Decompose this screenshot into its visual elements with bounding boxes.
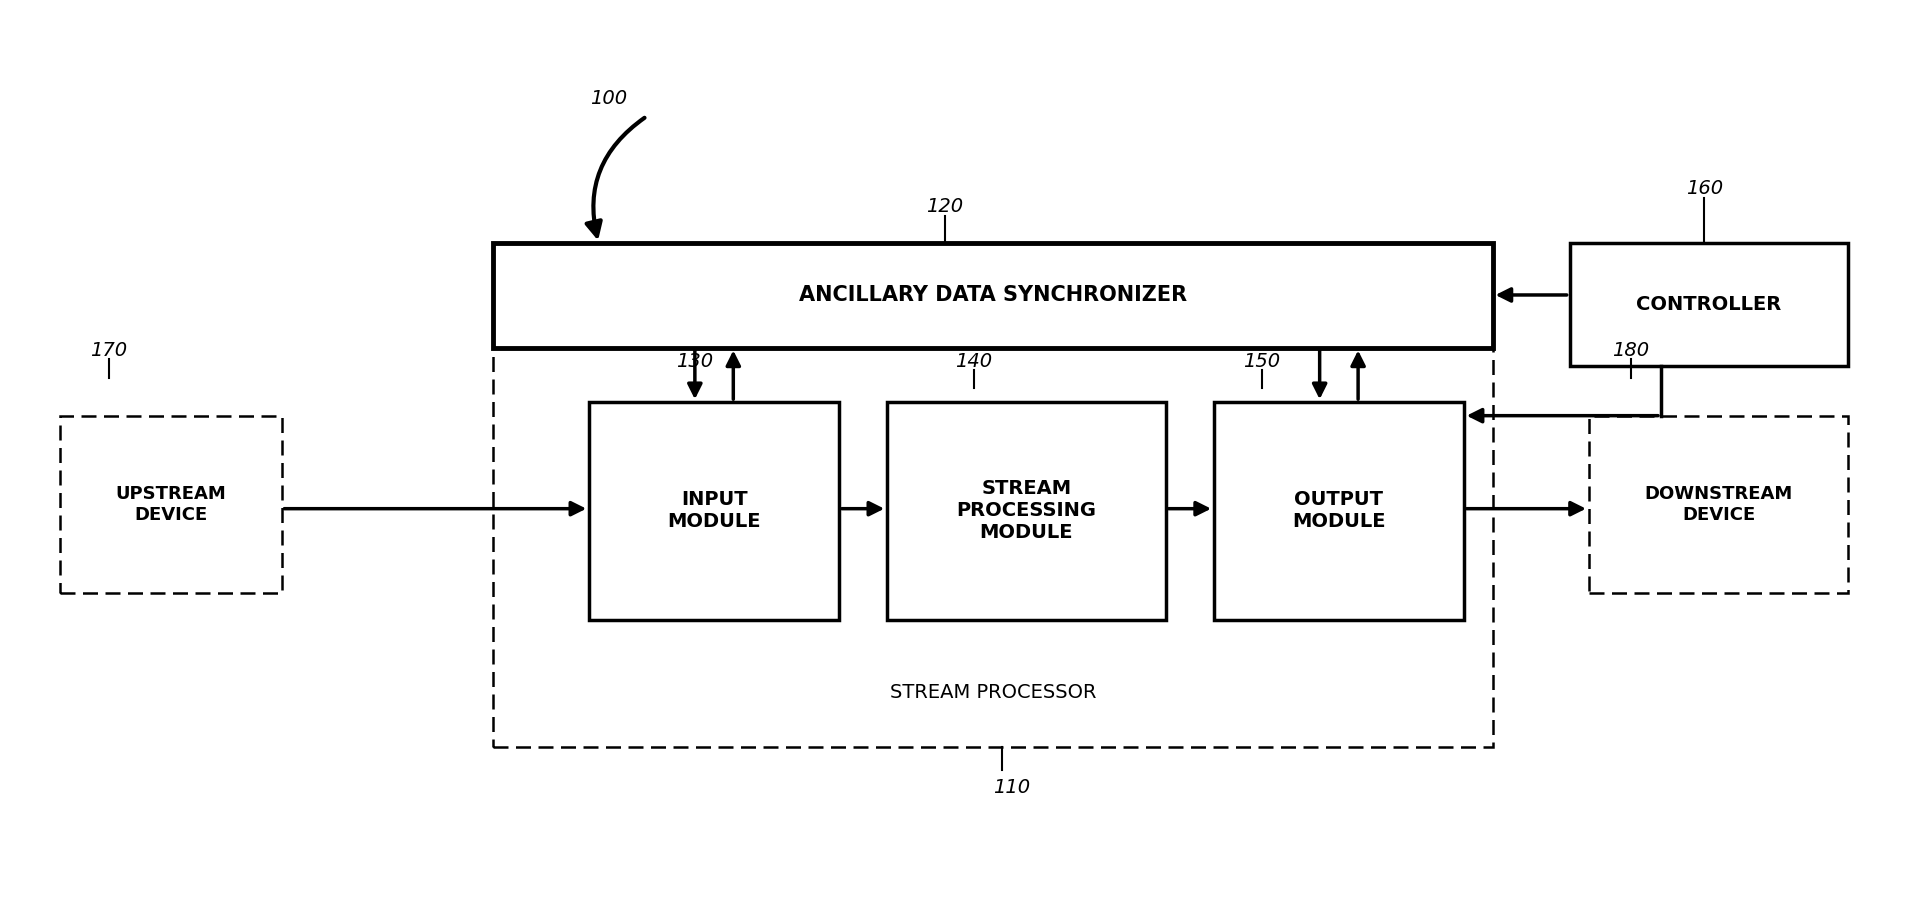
Bar <box>494 348 1492 747</box>
Bar <box>1215 402 1463 620</box>
Text: STREAM
PROCESSING
MODULE: STREAM PROCESSING MODULE <box>956 479 1097 542</box>
Text: ANCILLARY DATA SYNCHRONIZER: ANCILLARY DATA SYNCHRONIZER <box>798 286 1188 306</box>
Bar <box>590 402 839 620</box>
Text: 120: 120 <box>925 197 964 216</box>
Bar <box>494 243 1492 348</box>
Text: INPUT
MODULE: INPUT MODULE <box>667 490 762 531</box>
Text: OUTPUT
MODULE: OUTPUT MODULE <box>1292 490 1386 531</box>
Text: 150: 150 <box>1244 352 1280 371</box>
Text: 180: 180 <box>1612 341 1650 360</box>
Bar <box>1569 243 1849 366</box>
Text: 140: 140 <box>954 352 993 371</box>
Text: STREAM PROCESSOR: STREAM PROCESSOR <box>889 683 1097 702</box>
Text: UPSTREAM
DEVICE: UPSTREAM DEVICE <box>116 485 226 523</box>
Text: CONTROLLER: CONTROLLER <box>1637 295 1781 314</box>
Bar <box>1589 415 1849 593</box>
Text: 170: 170 <box>91 341 127 360</box>
Text: 130: 130 <box>677 352 713 371</box>
Text: 160: 160 <box>1685 179 1724 198</box>
Text: 110: 110 <box>993 778 1031 797</box>
Text: DOWNSTREAM
DEVICE: DOWNSTREAM DEVICE <box>1645 485 1793 523</box>
Bar <box>60 415 281 593</box>
Text: 100: 100 <box>590 89 627 108</box>
Bar <box>887 402 1166 620</box>
